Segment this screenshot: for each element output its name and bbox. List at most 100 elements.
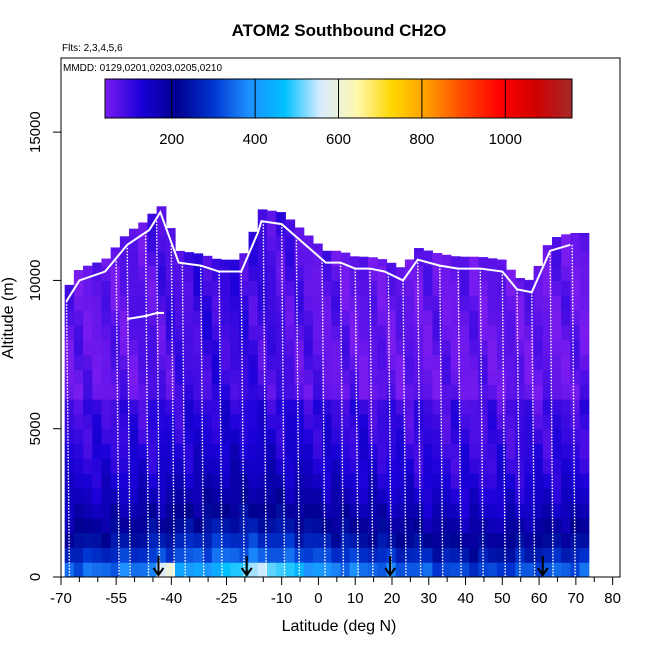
heatmap-cell [386, 262, 397, 267]
heatmap-cell [83, 488, 93, 504]
heatmap-cell [561, 354, 571, 370]
heatmap-cell [175, 310, 185, 326]
heatmap-cell [193, 443, 204, 459]
arrow-marker [536, 556, 549, 577]
heatmap-cell [450, 443, 461, 459]
heatmap-cell [294, 324, 305, 341]
heatmap-cell [432, 443, 443, 459]
heatmap-cell [515, 339, 525, 356]
heatmap-cell [478, 324, 489, 341]
heatmap-cell [478, 517, 489, 534]
heatmap-cell [432, 428, 443, 445]
heatmap-cell [414, 280, 424, 296]
heatmap-cell [340, 547, 351, 563]
heatmap-cell [276, 369, 286, 385]
heatmap-cell [193, 295, 204, 311]
heatmap-cell [331, 517, 342, 534]
heatmap-cell [496, 339, 507, 356]
heatmap-cell [92, 339, 103, 356]
heatmap-cell [395, 547, 406, 563]
profile-track [200, 265, 205, 577]
heatmap-cell [83, 473, 93, 489]
heatmap-cell [561, 280, 571, 296]
profile-track [321, 259, 326, 577]
heatmap-cell [358, 256, 369, 267]
heatmap-cell [110, 265, 121, 282]
profile-track [439, 265, 444, 577]
heatmap-cell [165, 399, 176, 415]
heatmap-cell [423, 413, 434, 430]
heatmap-cell [165, 324, 176, 341]
heatmap-cell [257, 295, 268, 311]
heatmap-cell [73, 339, 84, 356]
heatmap-cell [533, 265, 544, 282]
heatmap-cell [248, 310, 259, 326]
heatmap-cell [404, 473, 415, 489]
heatmap-cell [450, 295, 461, 311]
heatmap-cell [129, 265, 139, 282]
heatmap-cell [129, 228, 139, 237]
heatmap-cell [377, 354, 388, 370]
heatmap-cell [83, 265, 93, 282]
heatmap-cell [211, 339, 222, 356]
heatmap-cell [505, 547, 516, 563]
heatmap-cell [487, 413, 498, 430]
heatmap-cell [496, 443, 507, 459]
heatmap-cell [248, 443, 259, 459]
heatmap-cell [441, 458, 452, 474]
heatmap-cell [395, 488, 406, 504]
heatmap-cell [441, 428, 452, 445]
heatmap-cell [193, 339, 204, 356]
heatmap-cell [294, 369, 305, 385]
heatmap-cell [312, 399, 323, 415]
heatmap-cell [358, 369, 369, 385]
heatmap-cell [73, 295, 84, 311]
heatmap-cell [561, 428, 571, 445]
heatmap-cell [285, 250, 296, 267]
heatmap-cell [312, 310, 323, 326]
heatmap-cell [515, 354, 525, 370]
heatmap-cell [340, 399, 351, 415]
heatmap-cell [92, 280, 103, 296]
heatmap-cell [570, 473, 581, 489]
heatmap-cell [561, 265, 571, 282]
heatmap-cell [469, 488, 480, 504]
heatmap-cell [64, 295, 75, 311]
heatmap-cell [92, 458, 103, 474]
heatmap-cell [138, 547, 149, 563]
heatmap-cell [487, 428, 498, 445]
heatmap-cell [156, 310, 167, 326]
heatmap-cell [312, 324, 323, 341]
heatmap-cell [579, 324, 590, 341]
heatmap-cell [257, 399, 268, 415]
heatmap-cell [73, 562, 84, 577]
heatmap-cell [395, 517, 406, 534]
heatmap-cell [395, 532, 406, 548]
heatmap-cell [276, 428, 286, 445]
heatmap-cell [542, 428, 553, 445]
heatmap-cell [450, 517, 461, 534]
heatmap-cell [322, 250, 332, 267]
heatmap-cell [322, 473, 332, 489]
heatmap-cell [460, 473, 470, 489]
heatmap-cell [460, 310, 470, 326]
heatmap-cell [119, 369, 130, 385]
heatmap-cell [496, 369, 507, 385]
heatmap-cell [248, 473, 259, 489]
arrow-marker [240, 556, 253, 577]
heatmap-cell [579, 428, 590, 445]
heatmap-cell [515, 517, 525, 534]
heatmap-cell [441, 310, 452, 326]
heatmap-cell [404, 547, 415, 563]
heatmap-cell [220, 562, 231, 577]
heatmap-cell [230, 339, 240, 356]
heatmap-cell [193, 488, 204, 504]
heatmap-cell [147, 517, 158, 534]
heatmap-cell [331, 369, 342, 385]
heatmap-cell [414, 458, 424, 474]
heatmap-cell [83, 384, 93, 400]
heatmap-cell [285, 458, 296, 474]
heatmap-cell [276, 473, 286, 489]
heatmap-cell [579, 413, 590, 430]
heatmap-cell [331, 413, 342, 430]
